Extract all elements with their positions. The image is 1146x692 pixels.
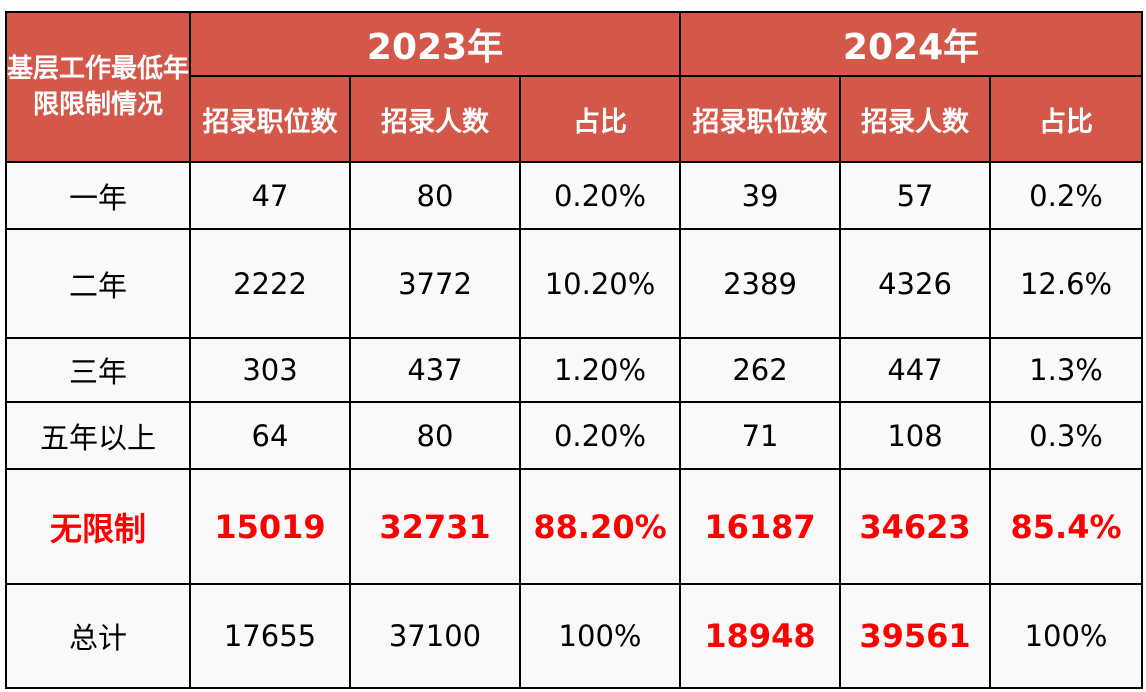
col-header: 占比 bbox=[518, 75, 682, 163]
cell: 64 bbox=[189, 401, 351, 470]
cell: 80 bbox=[349, 401, 521, 470]
cell: 437 bbox=[349, 337, 521, 403]
cell: 85.4% bbox=[989, 468, 1144, 585]
cell-highlight: 39561 bbox=[839, 583, 992, 689]
cell: 80 bbox=[349, 161, 521, 230]
cell: 0.2% bbox=[989, 161, 1144, 230]
cell: 0.20% bbox=[518, 401, 682, 470]
cell: 100% bbox=[989, 583, 1144, 689]
row-label: 一年 bbox=[5, 161, 191, 230]
cell: 303 bbox=[189, 337, 351, 403]
cell: 1.3% bbox=[989, 337, 1144, 403]
cell: 0.20% bbox=[518, 161, 682, 230]
cell: 47 bbox=[189, 161, 351, 230]
cell: 57 bbox=[839, 161, 992, 230]
table-row: 二年 2222 3772 10.20% 2389 4326 12.6% bbox=[5, 228, 1144, 339]
cell: 100% bbox=[518, 583, 682, 689]
year-header-2023: 2023年 bbox=[188, 11, 682, 77]
cell: 12.6% bbox=[989, 228, 1144, 339]
row-label: 无限制 bbox=[5, 468, 191, 585]
cell-highlight: 18948 bbox=[679, 583, 842, 689]
cell: 3772 bbox=[349, 228, 521, 339]
col-header: 招录人数 bbox=[349, 75, 521, 163]
cell: 71 bbox=[679, 401, 842, 470]
cell: 37100 bbox=[349, 583, 521, 689]
row-label: 二年 bbox=[5, 228, 191, 339]
cell: 447 bbox=[839, 337, 992, 403]
table-row: 五年以上 64 80 0.20% 71 108 0.3% bbox=[5, 401, 1144, 470]
cell: 2389 bbox=[679, 228, 842, 339]
cell: 1.20% bbox=[518, 337, 682, 403]
table-row: 一年 47 80 0.20% 39 57 0.2% bbox=[5, 161, 1144, 230]
corner-header: 基层工作最低年限限制情况 bbox=[5, 11, 191, 163]
cell: 0.3% bbox=[989, 401, 1144, 470]
row-label: 总计 bbox=[5, 583, 191, 689]
col-header: 招录职位数 bbox=[189, 75, 351, 163]
row-label: 三年 bbox=[5, 337, 191, 403]
col-header: 招录职位数 bbox=[679, 75, 842, 163]
cell: 34623 bbox=[839, 468, 992, 585]
cell: 15019 bbox=[189, 468, 351, 585]
cell: 10.20% bbox=[518, 228, 682, 339]
table-row: 三年 303 437 1.20% 262 447 1.3% bbox=[5, 337, 1144, 403]
cell: 17655 bbox=[189, 583, 351, 689]
table-row-total: 总计 17655 37100 100% 18948 39561 100% bbox=[5, 583, 1144, 689]
recruitment-table: 基层工作最低年限限制情况 2023年 2024年 招录职位数 招录人数 占比 招… bbox=[5, 11, 1144, 689]
cell: 262 bbox=[679, 337, 842, 403]
cell: 4326 bbox=[839, 228, 992, 339]
cell: 2222 bbox=[189, 228, 351, 339]
cell: 32731 bbox=[349, 468, 521, 585]
row-label: 五年以上 bbox=[5, 401, 191, 470]
col-header: 招录人数 bbox=[839, 75, 992, 163]
col-header: 占比 bbox=[989, 75, 1144, 163]
cell: 88.20% bbox=[518, 468, 682, 585]
cell: 39 bbox=[679, 161, 842, 230]
cell: 16187 bbox=[679, 468, 842, 585]
table-row-highlight: 无限制 15019 32731 88.20% 16187 34623 85.4% bbox=[5, 468, 1144, 585]
year-header-2024: 2024年 bbox=[679, 11, 1144, 77]
cell: 108 bbox=[839, 401, 992, 470]
